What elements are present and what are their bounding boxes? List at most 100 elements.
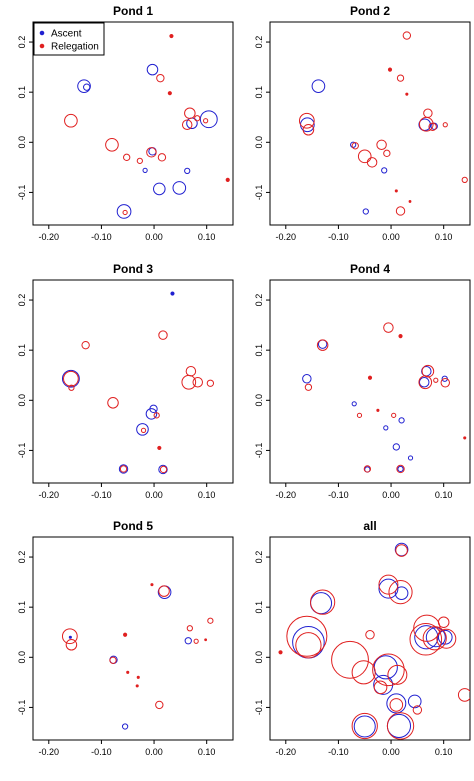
points-layer (61, 291, 215, 475)
relegation-point (146, 147, 157, 158)
x-tick-label: -0.10 (328, 232, 349, 242)
ascent-point (146, 63, 159, 76)
relegation-point (366, 157, 378, 168)
ascent-point (398, 417, 405, 424)
panel-title: all (363, 519, 376, 533)
ascent-point (68, 635, 72, 639)
relegation-point (185, 365, 197, 377)
ascent-point (61, 369, 80, 388)
ascent-point (397, 465, 404, 473)
relegation-point (422, 626, 447, 651)
points-layer (298, 31, 468, 216)
y-tick-label: 0.0 (254, 136, 264, 149)
relegation-point (156, 73, 165, 83)
relegation-point (203, 118, 209, 124)
relegation-point (373, 680, 388, 695)
relegation-point (302, 124, 315, 136)
relegation-point (316, 339, 329, 351)
relegation-point (351, 660, 376, 685)
relegation-point (331, 640, 369, 679)
points-layer (302, 322, 467, 474)
relegation-point (402, 31, 412, 40)
y-tick-label: 0.0 (254, 394, 264, 407)
relegation-point (423, 108, 433, 118)
x-tick-label: 0.00 (145, 232, 163, 242)
ascent-point (121, 723, 129, 730)
ascent-point (118, 464, 129, 474)
relegation-point (408, 200, 412, 203)
relegation-point (387, 664, 408, 685)
ascent-point (142, 167, 148, 173)
relegation-point (389, 698, 404, 712)
relegation-point (153, 412, 160, 419)
ascent-point (153, 182, 166, 196)
ascent-point (302, 374, 312, 384)
x-tick-label: -0.20 (39, 232, 60, 242)
relegation-point (65, 639, 78, 651)
relegation-point (135, 684, 139, 688)
panel-6: all -0.20 -0.10 0.00 0.10 -0.1 0.0 0.1 0.2 (254, 519, 471, 757)
y-tick-label: -0.1 (254, 443, 264, 459)
ascent-point (362, 208, 369, 215)
relegation-point (286, 615, 328, 657)
ascent-point (386, 713, 412, 739)
y-tick-label: 0.2 (254, 36, 264, 49)
x-tick-label: 0.10 (435, 747, 453, 757)
x-tick-label: 0.10 (435, 232, 453, 242)
relegation-point (378, 574, 399, 595)
relegation-point (105, 137, 119, 152)
relegation-point (295, 632, 322, 659)
ascent-point (311, 79, 326, 93)
plot-frame (32, 536, 234, 741)
plot-frame (32, 279, 234, 484)
relegation-point (387, 67, 393, 72)
relegation-point (193, 638, 199, 644)
relegation-point (298, 112, 315, 129)
x-tick-label: -0.20 (39, 490, 60, 500)
relegation-point (278, 650, 283, 655)
ascent-point (136, 423, 149, 436)
x-tick-label: 0.10 (198, 490, 216, 500)
ascent-point (353, 715, 376, 738)
ascent-point (425, 627, 446, 648)
x-tick-label: 0.00 (145, 490, 163, 500)
relegation-point (126, 670, 130, 674)
relegation-point (421, 364, 435, 378)
ascent-point (77, 79, 91, 93)
panel-2: Pond 2 -0.20 -0.10 0.00 0.10 -0.1 0.0 0.1 0.2 (254, 4, 471, 242)
relegation-point (181, 374, 197, 390)
relegation-point (357, 149, 372, 164)
x-tick-label: -0.20 (276, 490, 297, 500)
relegation-point (64, 113, 78, 128)
relegation-point (184, 107, 196, 119)
relegation-point (167, 91, 172, 96)
x-tick-label: -0.10 (328, 747, 349, 757)
ascent-point (386, 693, 407, 714)
x-tick-label: 0.10 (435, 490, 453, 500)
relegation-point (409, 622, 443, 656)
relegation-point (391, 412, 397, 418)
panel-title: Pond 2 (350, 4, 390, 18)
relegation-point (351, 142, 359, 150)
relegation-point (61, 628, 78, 645)
relegation-point (457, 688, 470, 702)
ascent-point (116, 204, 132, 219)
y-tick-label: -0.1 (254, 700, 264, 716)
ascent-point (199, 110, 218, 129)
ascent-point (350, 141, 357, 148)
relegation-point (136, 157, 143, 164)
points-layer (64, 33, 230, 219)
ascent-point (351, 401, 357, 407)
plot-frame (269, 536, 471, 741)
ascent-point (158, 464, 168, 475)
relegation-point (363, 465, 372, 473)
relegation-point (157, 445, 162, 450)
relegation-point (351, 712, 378, 740)
relegation-point (140, 427, 147, 433)
y-tick-label: 0.1 (17, 601, 27, 614)
x-tick-label: 0.10 (198, 747, 216, 757)
relegation-point (372, 653, 405, 687)
relegation-point (396, 74, 405, 82)
relegation-point (207, 617, 214, 624)
